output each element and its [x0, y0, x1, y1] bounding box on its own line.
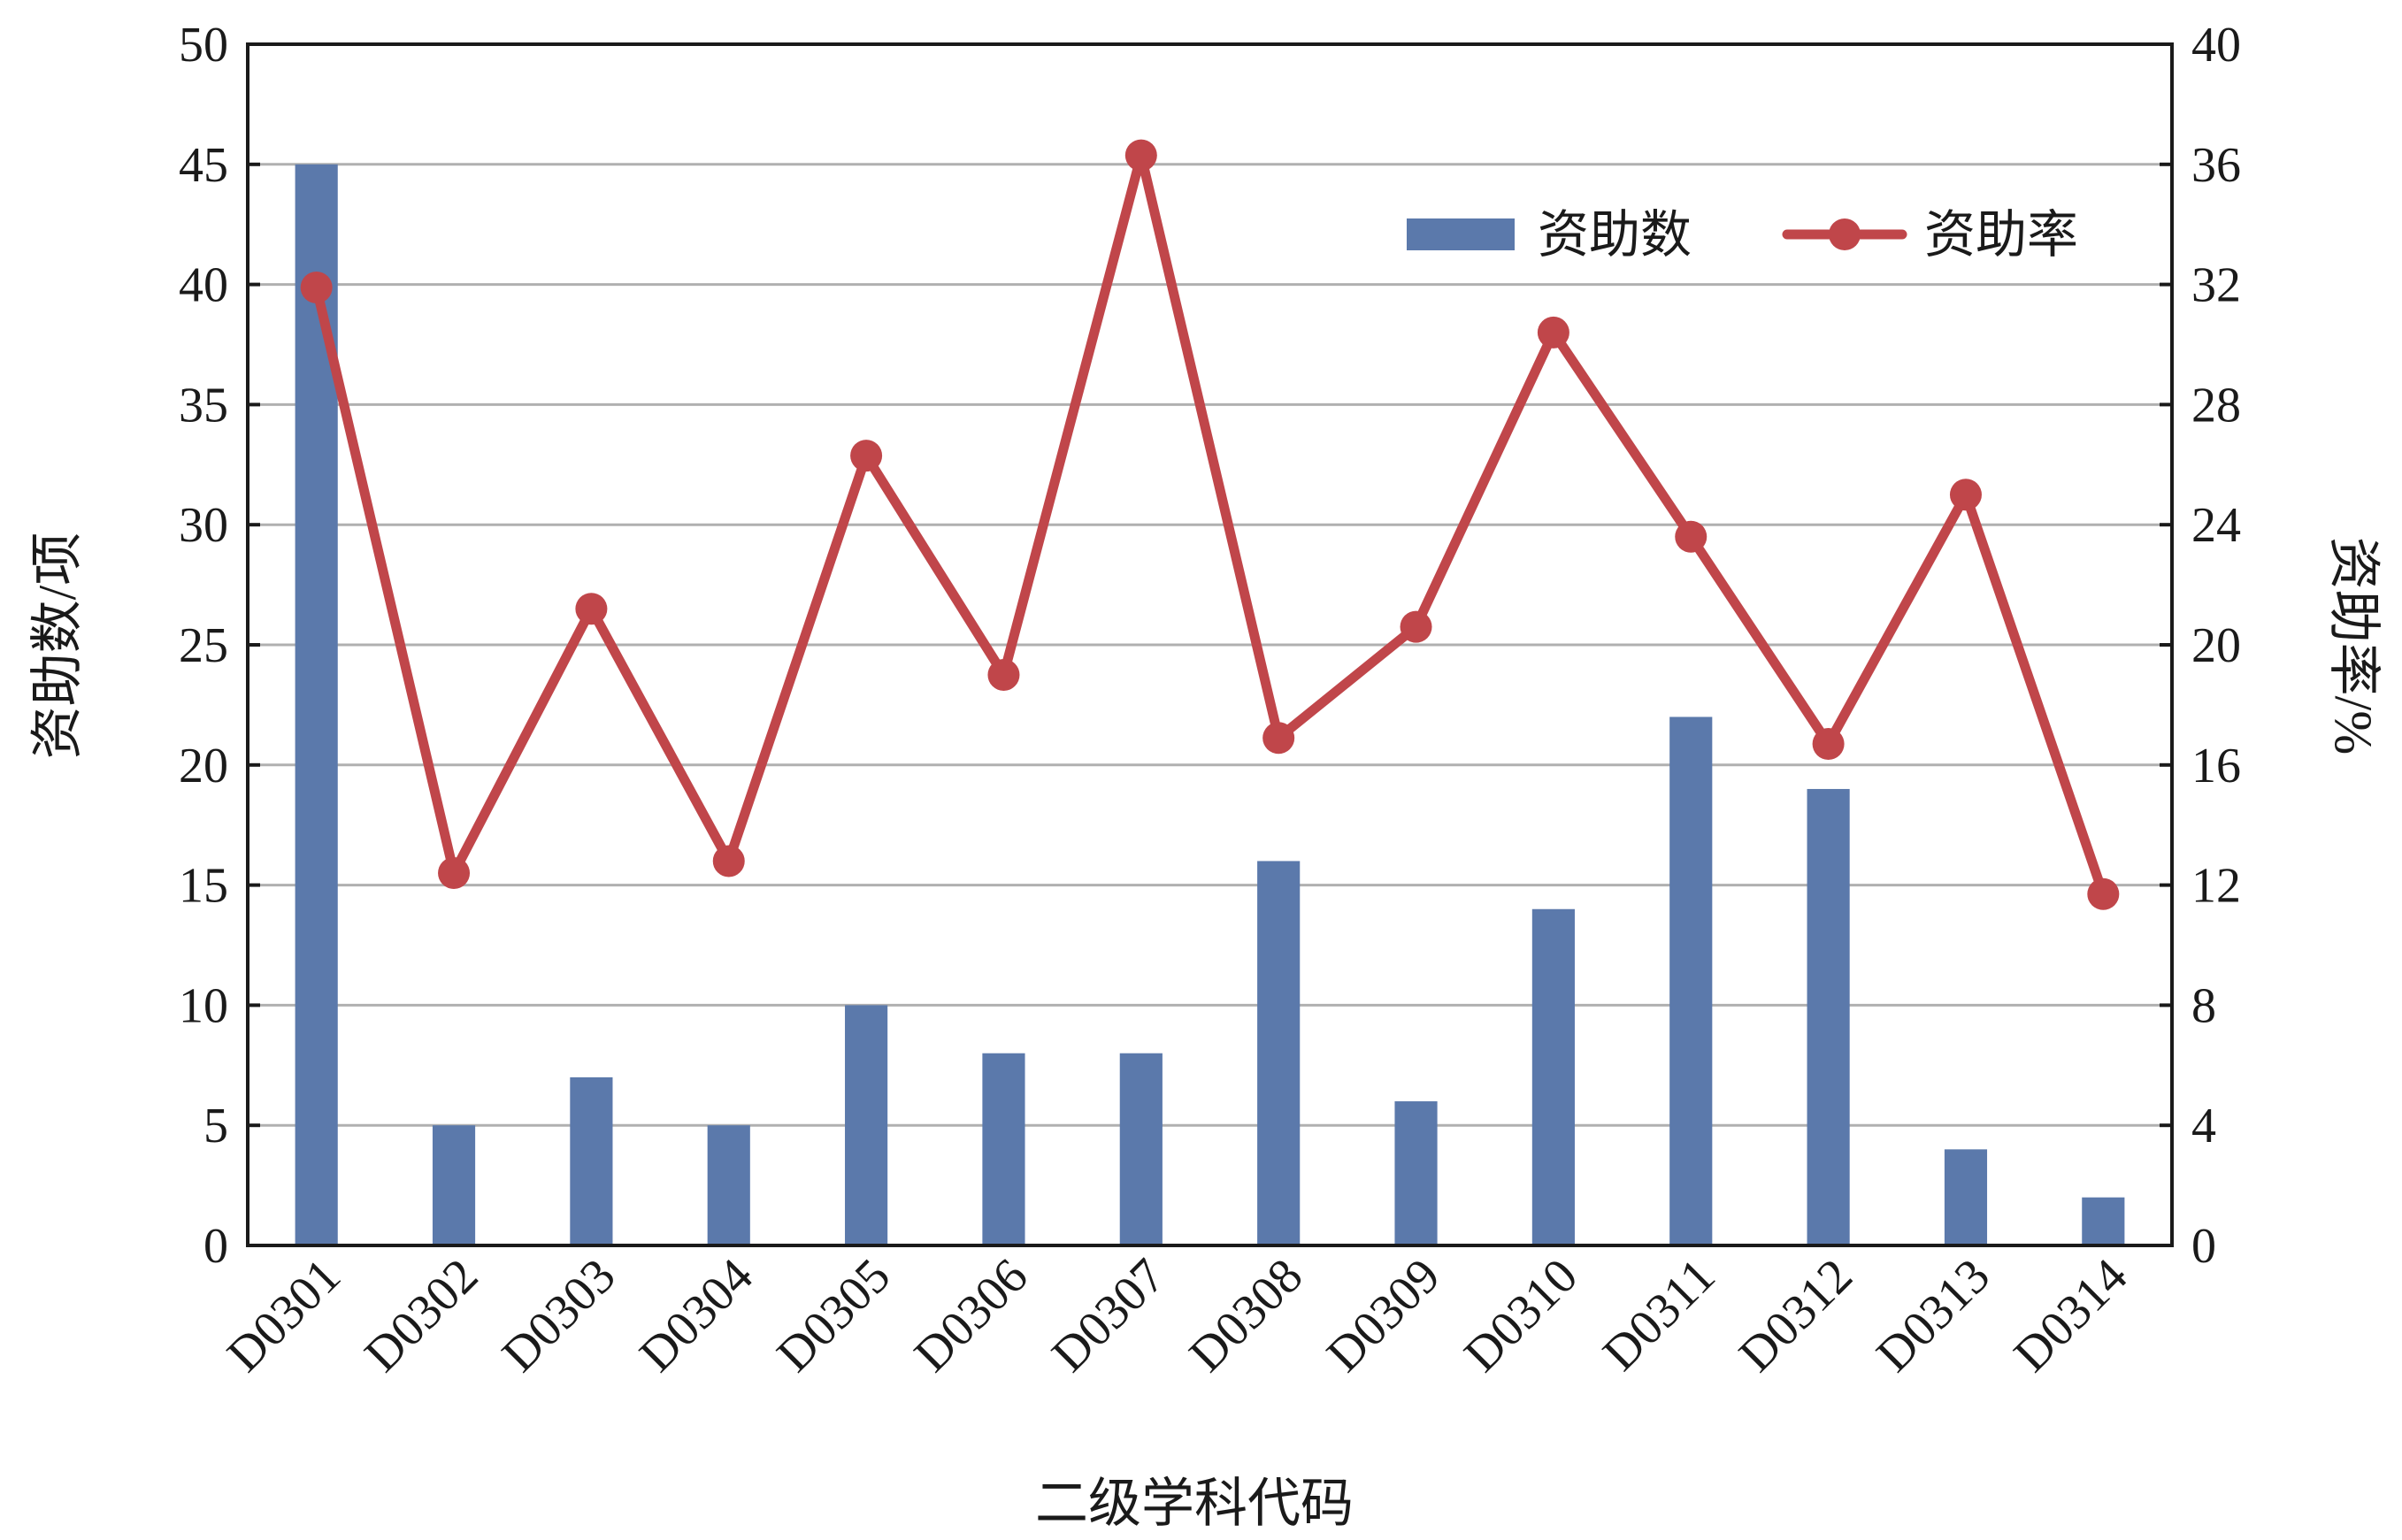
legend-bar-label: 资助数 [1538, 206, 1692, 264]
rate-point-D0314 [2087, 877, 2120, 910]
bar-D0302 [432, 1125, 476, 1245]
right-tick-label: 32 [2191, 258, 2241, 313]
category-label-D0301: D0301 [217, 1248, 351, 1383]
right-tick-label: 16 [2191, 739, 2241, 793]
rate-point-D0310 [1537, 316, 1569, 349]
category-axis-labels: D0301 D0302 D0303 D0304 D0305 D0306 D0307 D0308… [217, 1248, 2137, 1383]
bar-D0313 [1944, 1149, 1988, 1245]
category-label-D0310: D0310 [1454, 1248, 1588, 1383]
rate-point-D0304 [712, 845, 745, 877]
legend-line-label: 资助率 [1924, 206, 2078, 264]
left-tick-label: 0 [203, 1219, 228, 1274]
left-tick-label: 5 [203, 1099, 228, 1153]
bar-D0306 [982, 1053, 1025, 1245]
right-tick-label: 12 [2191, 859, 2241, 914]
bar-D0310 [1531, 908, 1575, 1245]
left-tick-label: 30 [179, 498, 228, 553]
legend-line-marker [1829, 218, 1861, 250]
bar-D0314 [2082, 1197, 2125, 1245]
right-tick-label: 0 [2191, 1219, 2216, 1274]
right-tick-label: 24 [2191, 498, 2241, 553]
category-label-D0307: D0307 [1041, 1248, 1176, 1383]
bar-D0307 [1119, 1053, 1163, 1245]
right-axis-title: 资助率/% [2324, 537, 2383, 755]
rate-point-D0311 [1675, 520, 1707, 553]
bar-D0311 [1669, 716, 1713, 1245]
rate-point-D0305 [850, 440, 883, 472]
right-tick-label: 8 [2191, 978, 2216, 1033]
legend: 资助数 资助率 [1407, 206, 2078, 264]
rate-point-D0306 [987, 658, 1020, 691]
category-label-D0302: D0302 [355, 1248, 489, 1383]
x-axis-title: 二级学科代码 [1035, 1475, 1354, 1533]
rate-point-D0308 [1262, 722, 1295, 755]
right-tick-label: 36 [2191, 138, 2241, 193]
category-label-D0311: D0311 [1592, 1248, 1725, 1381]
category-label-D0308: D0308 [1179, 1248, 1314, 1383]
rate-point-D0303 [575, 593, 608, 625]
rate-point-D0309 [1400, 610, 1432, 643]
rate-line [311, 150, 2108, 900]
category-label-D0309: D0309 [1316, 1248, 1451, 1383]
category-label-D0303: D0303 [492, 1248, 626, 1383]
legend-bar-swatch [1407, 218, 1515, 250]
left-tick-label: 45 [179, 138, 228, 193]
right-tick-label: 28 [2191, 378, 2241, 433]
rate-point-D0312 [1812, 728, 1845, 761]
category-label-D0305: D0305 [767, 1248, 902, 1383]
left-tick-label: 20 [179, 739, 228, 793]
bar-D0305 [845, 1005, 888, 1245]
bar-D0304 [707, 1125, 750, 1245]
bar-D0308 [1257, 861, 1301, 1245]
left-tick-label: 40 [179, 258, 228, 313]
bar-D0303 [570, 1076, 613, 1245]
category-label-D0314: D0314 [2004, 1248, 2138, 1383]
category-label-D0313: D0313 [1867, 1248, 2001, 1383]
right-axis-ticks: 0 4 8 12 16 20 24 28 32 36 40 [2160, 18, 2241, 1274]
left-tick-label: 35 [179, 378, 228, 433]
right-tick-label: 4 [2191, 1099, 2216, 1153]
category-label-D0312: D0312 [1729, 1248, 1863, 1383]
bar-D0309 [1394, 1101, 1438, 1245]
rate-point-D0302 [438, 857, 471, 890]
bar-D0301 [295, 164, 338, 1245]
rate-point-D0301 [300, 271, 333, 303]
line-series [300, 139, 2120, 910]
left-axis-title: 资助数/项 [28, 532, 87, 760]
left-tick-label: 50 [179, 18, 228, 73]
left-tick-label: 15 [179, 859, 228, 914]
right-tick-label: 40 [2191, 18, 2241, 73]
bar-D0312 [1807, 788, 1850, 1245]
left-axis-ticks: 0 5 10 15 20 25 30 35 40 45 50 [179, 18, 260, 1274]
rate-point-D0313 [1949, 479, 1982, 511]
rate-point-D0307 [1124, 139, 1157, 172]
category-label-D0304: D0304 [629, 1248, 764, 1383]
left-tick-label: 10 [179, 978, 228, 1033]
category-label-D0306: D0306 [904, 1248, 1039, 1383]
left-tick-label: 25 [179, 618, 228, 673]
right-tick-label: 20 [2191, 618, 2241, 673]
